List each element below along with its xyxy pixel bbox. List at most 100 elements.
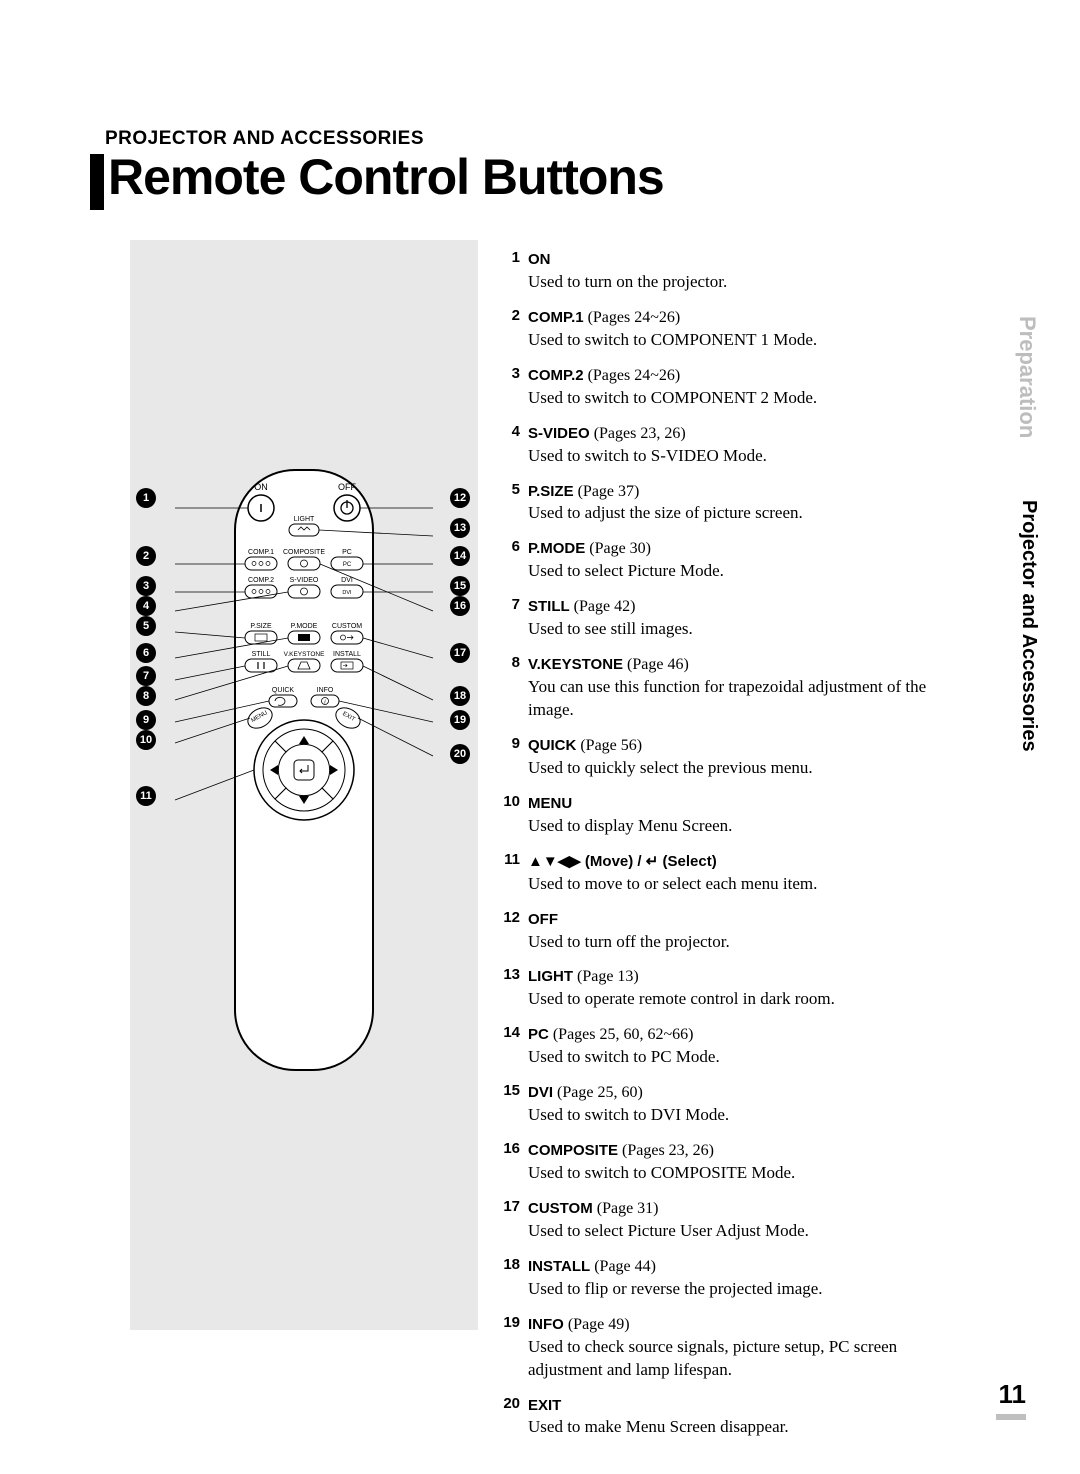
description-name: COMP.1 [528,309,584,326]
description-text: Used to operate remote control in dark r… [528,988,928,1011]
description-item: 14PC (Pages 25, 60, 62~66)Used to switch… [498,1023,928,1069]
description-text: Used to quickly select the previous menu… [528,757,928,780]
description-name: ▲▼◀▶ (Move) / ↵ (Select) [528,853,717,870]
description-text: Used to flip or reverse the projected im… [528,1278,928,1301]
description-number: 2 [498,306,528,352]
side-tab-section: Projector and Accessories [1017,500,1040,752]
section-label: PROJECTOR AND ACCESSORIES [105,128,424,150]
description-name: DVI [528,1084,553,1101]
description-name: COMPOSITE [528,1142,618,1159]
description-text: Used to turn off the projector. [528,931,928,954]
description-item: 9QUICK (Page 56)Used to quickly select t… [498,734,928,780]
description-text: Used to check source signals, picture se… [528,1336,928,1382]
page-number: 11 [999,1379,1027,1410]
description-page-ref: (Pages 25, 60, 62~66) [549,1026,694,1043]
description-text: Used to switch to COMPONENT 2 Mode. [528,387,928,410]
description-page-ref: (Pages 23, 26) [618,1142,714,1159]
description-text: Used to switch to COMPOSITE Mode. [528,1162,928,1185]
description-number: 1 [498,248,528,294]
description-number: 15 [498,1081,528,1127]
description-page-ref: (Page 56) [576,737,642,754]
description-text: Used to move to or select each menu item… [528,873,928,896]
svg-text:COMP.1: COMP.1 [248,549,274,556]
description-number: 18 [498,1255,528,1301]
description-name: P.SIZE [528,483,574,500]
description-page-ref: (Page 44) [590,1258,656,1275]
description-item: 7STILL (Page 42)Used to see still images… [498,595,928,641]
description-number: 20 [498,1394,528,1440]
description-page-ref: (Page 25, 60) [553,1084,643,1101]
callout-bubble: 9 [136,710,156,730]
description-number: 9 [498,734,528,780]
description-text: Used to switch to PC Mode. [528,1046,928,1069]
description-item: 6P.MODE (Page 30)Used to select Picture … [498,537,928,583]
description-page-ref: (Page 46) [623,656,689,673]
description-text: Used to display Menu Screen. [528,815,928,838]
description-item: 1ON Used to turn on the projector. [498,248,928,294]
description-text: Used to select Picture Mode. [528,560,928,583]
description-number: 3 [498,364,528,410]
description-name: ON [528,251,551,268]
button-description-list: 1ONUsed to turn on the projector.2COMP.1… [498,248,928,1451]
svg-text:INFO: INFO [317,687,334,694]
description-item: 11▲▼◀▶ (Move) / ↵ (Select) Used to move t… [498,850,928,896]
svg-text:V.KEYSTONE: V.KEYSTONE [284,651,325,658]
description-text: Used to switch to DVI Mode. [528,1104,928,1127]
description-item: 15DVI (Page 25, 60) Used to switch to DVI… [498,1081,928,1127]
callout-bubble: 16 [450,596,470,616]
description-name: V.KEYSTONE [528,656,623,673]
description-page-ref: (Pages 24~26) [584,367,681,384]
title-accent-bar [90,154,104,210]
svg-text:ON: ON [254,482,268,492]
description-number: 11 [498,850,528,896]
description-item: 3COMP.2 (Pages 24~26)Used to switch to C… [498,364,928,410]
callout-bubble: 10 [136,730,156,750]
description-name: S-VIDEO [528,425,590,442]
description-name: CUSTOM [528,1200,593,1217]
description-item: 20EXITUsed to make Menu Screen disappear… [498,1394,928,1440]
description-page-ref: (Pages 23, 26) [590,425,686,442]
svg-text:DVI: DVI [341,577,353,584]
description-page-ref: (Page 49) [564,1316,630,1333]
description-number: 13 [498,965,528,1011]
description-item: 5P.SIZE (Page 37)Used to adjust the size… [498,480,928,526]
description-page-ref: (Pages 24~26) [584,309,681,326]
svg-text:INSTALL: INSTALL [333,651,361,658]
page-number-mark [996,1414,1026,1420]
description-name: LIGHT [528,968,573,985]
description-item: 17CUSTOM (Page 31)Used to select Picture… [498,1197,928,1243]
description-item: 2COMP.1 (Pages 24~26)Used to switch to C… [498,306,928,352]
description-item: 10MENU Used to display Menu Screen. [498,792,928,838]
description-item: 8V.KEYSTONE (Page 46) You can use this fu… [498,653,928,722]
description-item: 16COMPOSITE (Pages 23, 26)Used to switch… [498,1139,928,1185]
svg-text:CUSTOM: CUSTOM [332,623,362,630]
callout-bubble: 13 [450,518,470,538]
description-name: PC [528,1026,549,1043]
page-title: Remote Control Buttons [108,148,664,206]
description-page-ref: (Page 37) [574,483,640,500]
description-text: Used to turn on the projector. [528,271,928,294]
description-name: MENU [528,795,572,812]
remote-illustration-box: ON OFF LIGHT COMP.1 COMPOSITE PC PC COMP… [130,240,478,1330]
svg-text:P.MODE: P.MODE [291,623,318,630]
svg-text:LIGHT: LIGHT [294,516,315,523]
svg-text:PC: PC [342,549,352,556]
description-text: You can use this function for trapezoida… [528,676,928,722]
description-number: 8 [498,653,528,722]
description-number: 19 [498,1313,528,1382]
description-text: Used to adjust the size of picture scree… [528,502,928,525]
callout-bubble: 11 [136,786,156,806]
callout-bubble: 14 [450,546,470,566]
svg-text:COMPOSITE: COMPOSITE [283,549,325,556]
callout-bubble: 12 [450,488,470,508]
description-name: P.MODE [528,540,585,557]
side-tab-chapter: Preparation [1014,316,1040,438]
callout-bubble: 15 [450,576,470,596]
callout-bubble: 5 [136,616,156,636]
description-page-ref: (Page 42) [570,598,636,615]
description-number: 10 [498,792,528,838]
description-name: INSTALL [528,1258,590,1275]
description-text: Used to see still images. [528,618,928,641]
description-item: 4S-VIDEO (Pages 23, 26)Used to switch to… [498,422,928,468]
callout-bubble: 1 [136,488,156,508]
